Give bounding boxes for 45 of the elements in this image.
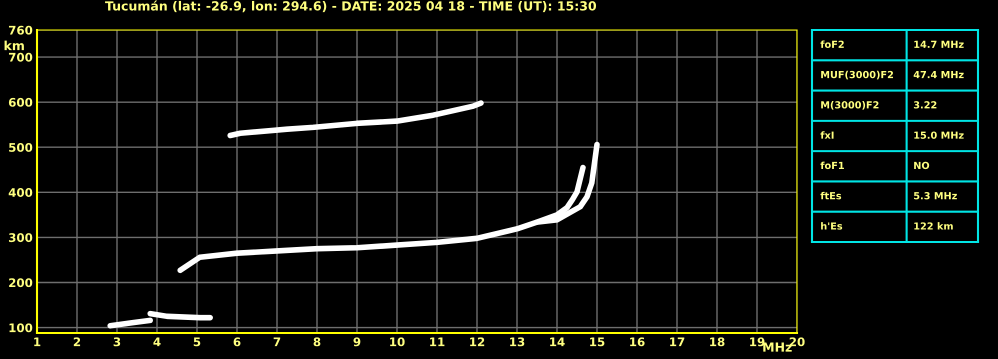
x-tick-label: 12 xyxy=(470,337,484,346)
x-tick-label: 3 xyxy=(114,337,120,346)
y-axis-title: km xyxy=(4,40,24,50)
text: 47.4 MHz xyxy=(914,71,964,78)
x-axis-title: MHz xyxy=(763,342,792,352)
text: MUF(3000)F2 xyxy=(821,70,894,80)
text: ftEs xyxy=(820,192,842,200)
y-tick-label: 500 xyxy=(9,142,32,152)
x-tick-label: 13 xyxy=(510,337,524,346)
x-tick-label: 15 xyxy=(590,338,604,346)
x-tick-label: 16 xyxy=(630,337,645,346)
x-tick-label: 6 xyxy=(234,337,240,346)
x-tick-label: 7 xyxy=(274,338,280,346)
text: 3.22 xyxy=(914,101,936,109)
x-tick-label: 5 xyxy=(194,338,200,346)
y-tick-label: 700 xyxy=(8,52,32,62)
chart-title: Tucumán (lat: -26.9, lon: 294.6) - DATE: 2025 04 18 - TIME (UT): 15:30 xyxy=(105,0,596,12)
y-tick-label: 200 xyxy=(9,278,32,288)
x-tick-label: 20 xyxy=(790,337,805,346)
y-tick-label: 400 xyxy=(8,188,32,197)
x-tick-label: 8 xyxy=(314,337,320,346)
x-tick-label: 14 xyxy=(550,338,565,346)
text: M(3000)F2 xyxy=(821,101,878,110)
x-tick-label: 10 xyxy=(390,337,405,346)
y-tick-label: 600 xyxy=(8,98,32,107)
x-tick-label: 2 xyxy=(74,337,80,346)
x-tick-label: 11 xyxy=(430,338,444,346)
x-tick-label: 19 xyxy=(750,337,764,346)
text: foF2 xyxy=(820,40,844,48)
y-tick-label: 300 xyxy=(8,233,32,242)
text: h'Es xyxy=(821,222,842,230)
text: 14.7 MHz xyxy=(914,40,964,48)
x-tick-label: 18 xyxy=(710,337,724,346)
text: foF1 xyxy=(820,162,844,170)
text: fxI xyxy=(820,131,834,139)
text: 5.3 MHz xyxy=(914,192,957,200)
text: 122 km xyxy=(914,222,953,230)
text: NO xyxy=(914,162,930,170)
y-tick-label: 760 xyxy=(8,26,32,35)
y-tick-label: 100 xyxy=(10,323,32,332)
text: 15.0 MHz xyxy=(914,131,964,139)
x-tick-label: 1 xyxy=(34,338,40,346)
x-tick-label: 9 xyxy=(354,337,360,346)
x-tick-label: 17 xyxy=(670,338,684,346)
x-tick-label: 4 xyxy=(153,338,161,346)
